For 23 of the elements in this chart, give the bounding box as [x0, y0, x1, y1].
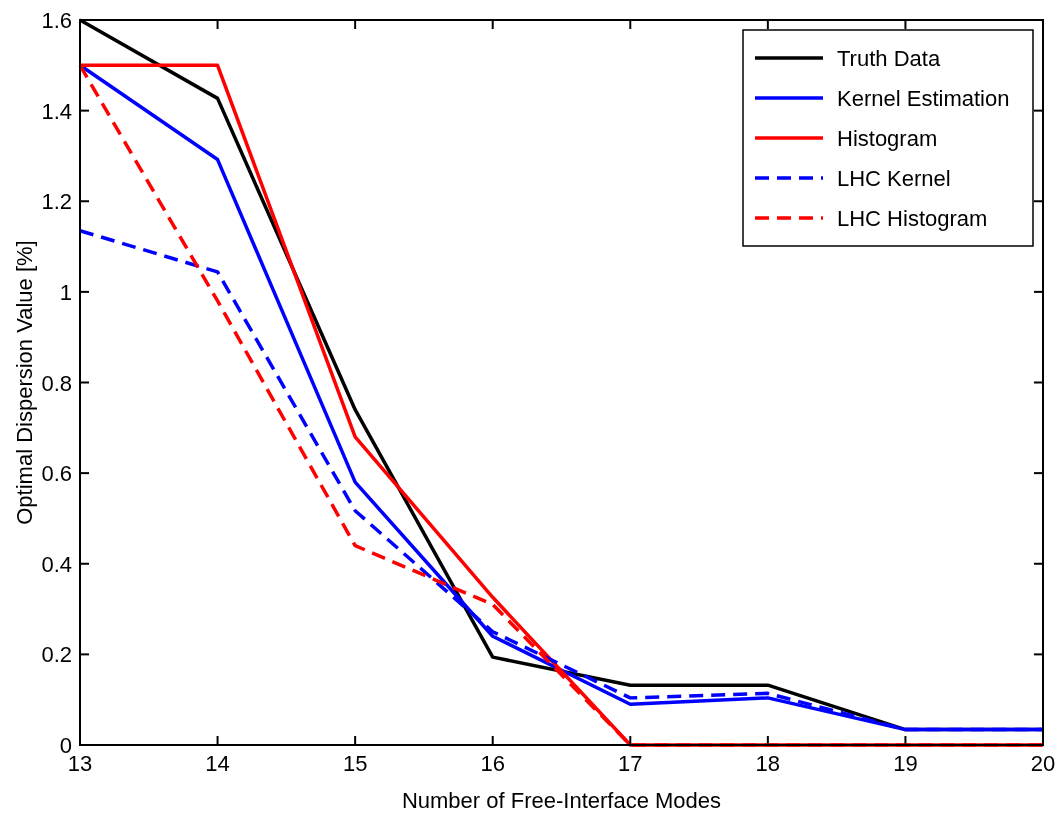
x-axis-title: Number of Free-Interface Modes	[401, 788, 722, 813]
x-tick-label: 15	[342, 751, 368, 776]
y-tick-label: 0.8	[41, 370, 72, 396]
y-tick-label: 1	[59, 279, 72, 305]
y-tick-label: 1.2	[41, 189, 72, 215]
x-tick-label: 19	[893, 751, 918, 776]
legend-label: Kernel Estimation	[837, 86, 1010, 111]
y-tick-label: 0.2	[41, 642, 72, 668]
y-axis-title: Optimal Dispersion Value [%]	[12, 240, 37, 525]
x-tick-label: 17	[618, 751, 643, 776]
legend-label: LHC Histogram	[837, 206, 988, 231]
y-tick-label: 0.6	[41, 461, 72, 487]
x-tick-label: 16	[480, 751, 505, 776]
y-tick-label: 0.4	[41, 551, 72, 577]
x-tick-label: 20	[1030, 751, 1056, 776]
legend-label: Truth Data	[837, 46, 941, 71]
x-tick-label: 14	[205, 751, 230, 776]
legend-label: Histogram	[837, 126, 938, 151]
y-tick-label: 0	[59, 733, 72, 758]
x-tick-label: 18	[755, 751, 781, 776]
y-tick-label: 1.6	[41, 8, 72, 33]
legend-label: LHC Kernel	[837, 166, 951, 191]
y-tick-label: 1.4	[41, 98, 72, 124]
